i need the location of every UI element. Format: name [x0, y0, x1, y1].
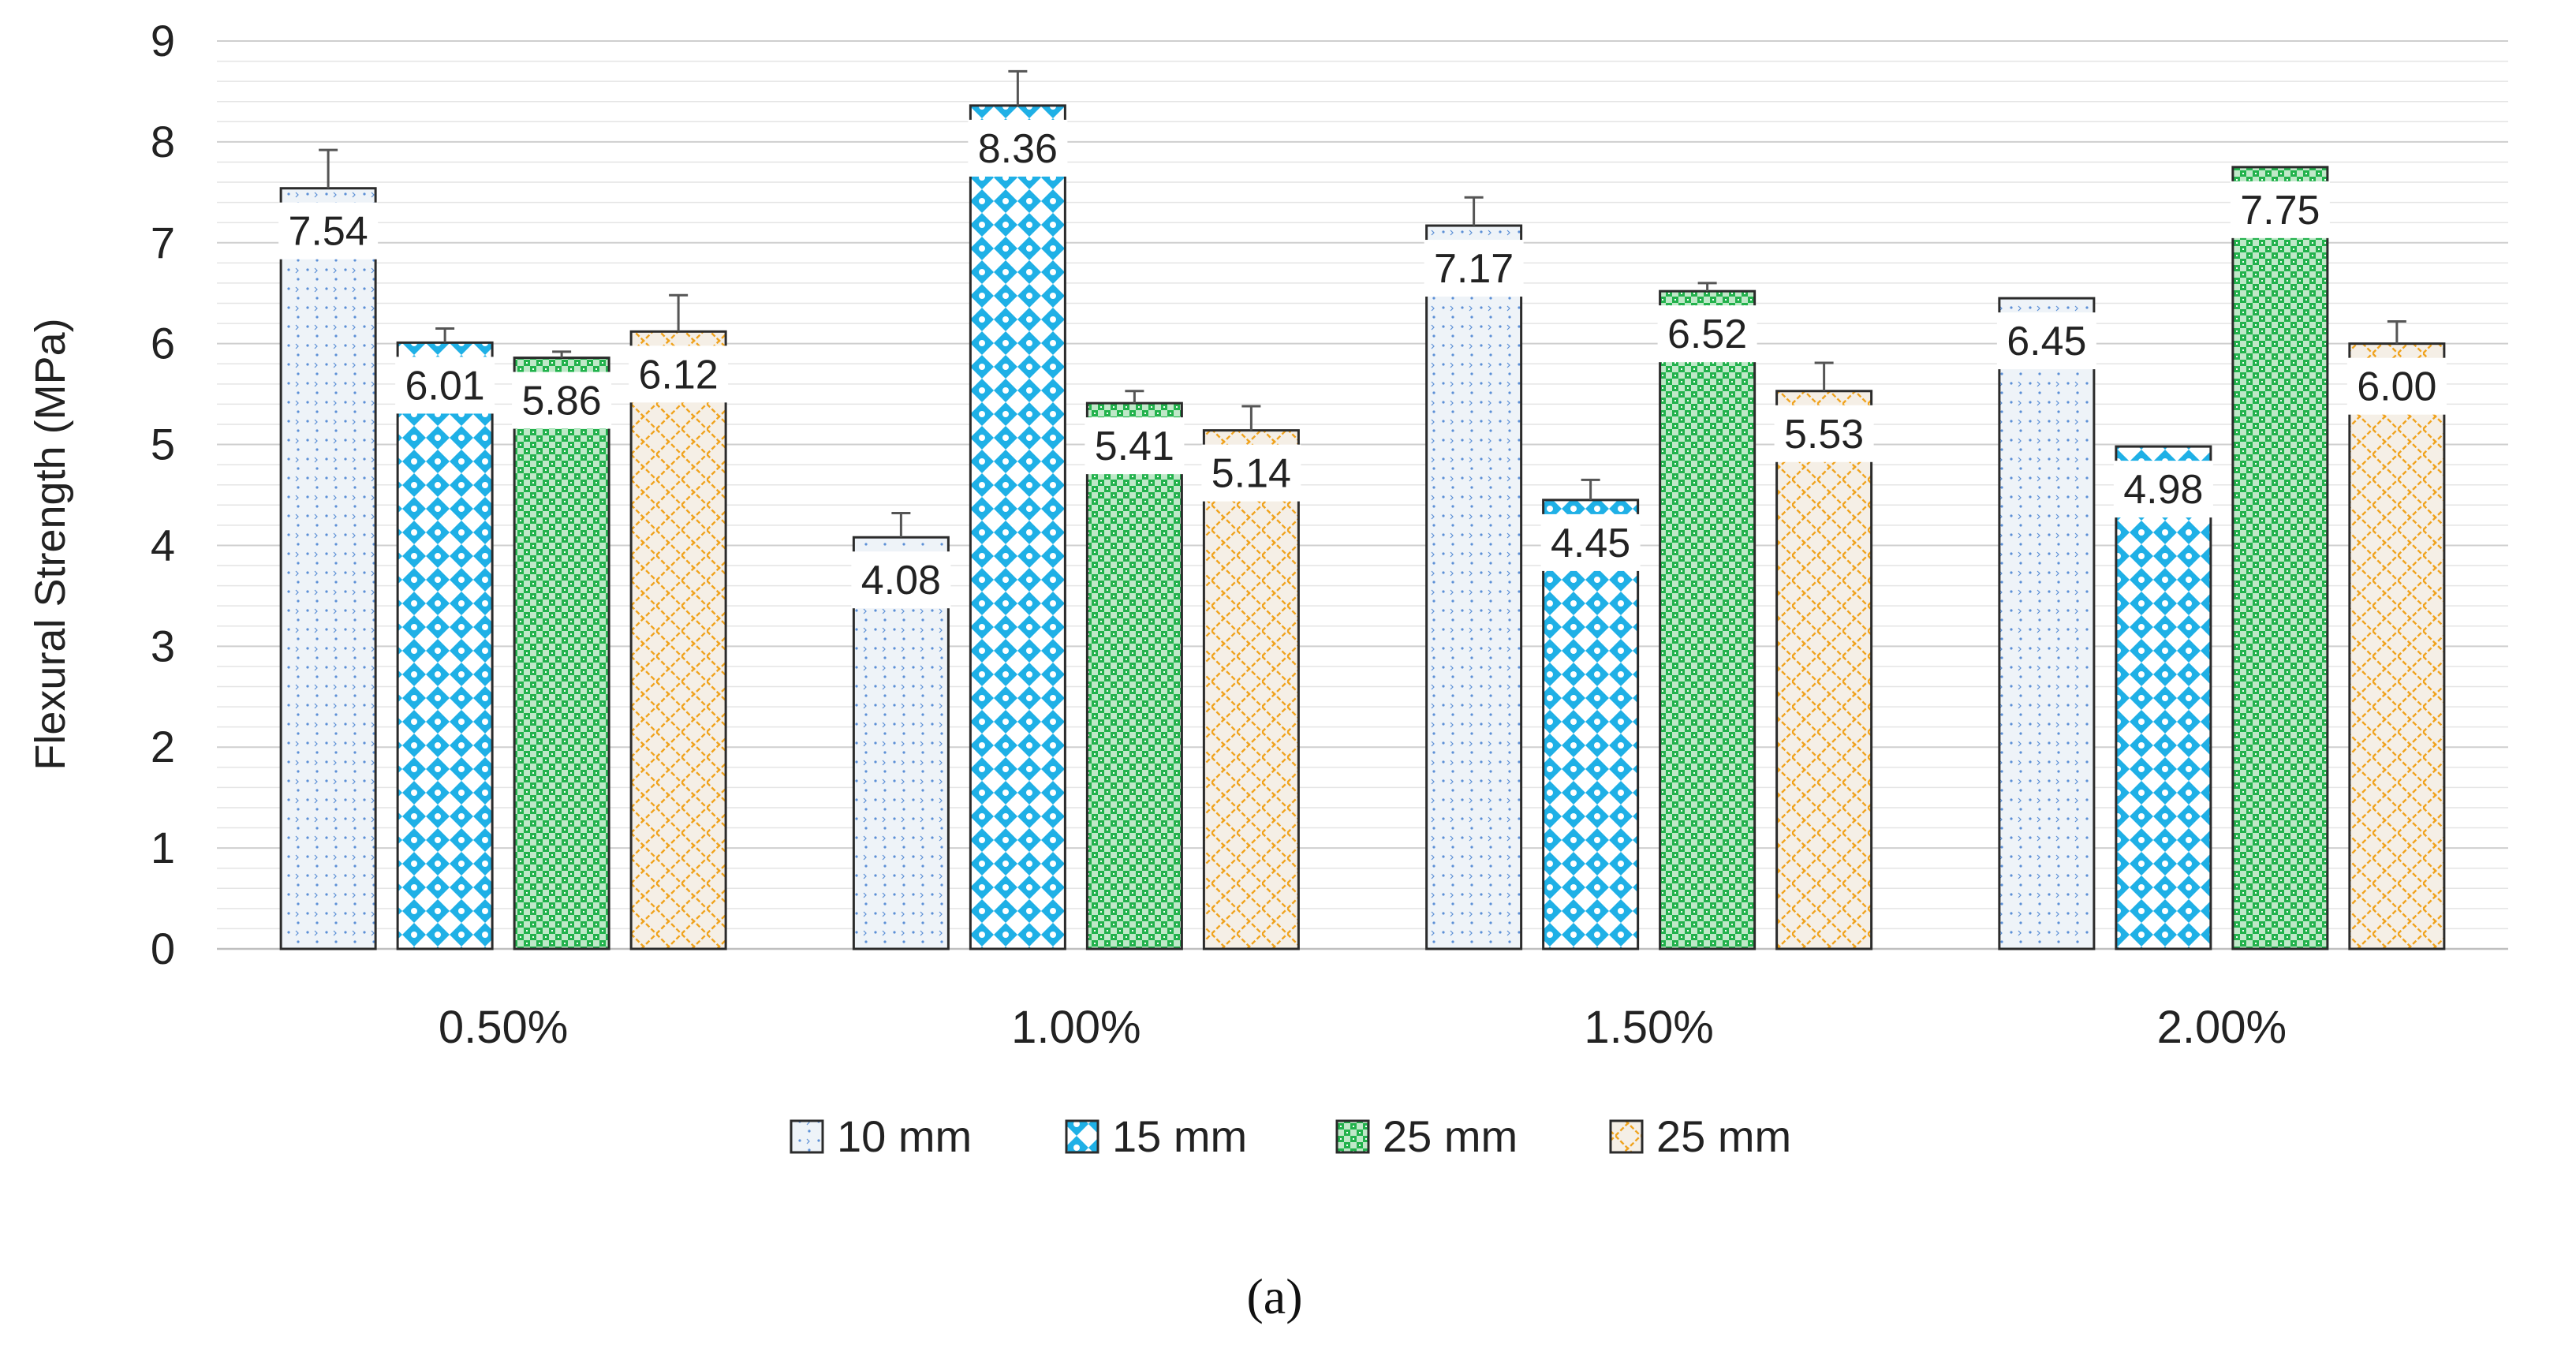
data-label: 5.53	[1784, 412, 1864, 457]
data-label: 7.17	[1434, 246, 1514, 292]
bar-25mm-3-2.00%	[2348, 342, 2446, 950]
legend-label: 25 mm	[1383, 1111, 1518, 1161]
legend: 10 mm 15 mm 25 mm 25 mm	[790, 1111, 1791, 1161]
data-label: 6.01	[405, 363, 485, 409]
data-label-box	[1996, 312, 2096, 370]
data-label-box	[1657, 305, 1757, 363]
bar-25mm-3-0.50%	[629, 330, 727, 950]
data-label-box	[2113, 461, 2213, 518]
bar-25mm-3-1.50%	[1775, 390, 1873, 950]
legend-swatch	[1609, 1119, 1644, 1154]
data-label: 4.45	[1551, 521, 1630, 566]
y-tick-label: 3	[151, 621, 175, 670]
x-category-label: 2.00%	[2157, 1002, 2287, 1053]
y-tick-label: 2	[151, 722, 175, 771]
y-tick-label: 7	[151, 218, 175, 267]
x-category-label: 1.50%	[1584, 1002, 1713, 1053]
bar-25mm-2-2.00%	[2231, 166, 2329, 950]
data-label: 7.75	[2240, 188, 2320, 233]
data-label: 4.98	[2123, 467, 2203, 513]
bar-10mm-0-2.00%	[1998, 297, 2096, 950]
data-label-box	[1540, 513, 1641, 571]
error-bars	[319, 69, 2406, 538]
data-label-box	[968, 119, 1068, 177]
bar-25mm-2-1.50%	[1659, 289, 1757, 950]
data-label-box	[278, 202, 379, 260]
y-tick-label: 0	[151, 924, 175, 973]
data-label: 6.45	[2007, 319, 2086, 364]
data-label-box	[1424, 240, 1524, 297]
data-label: 5.41	[1095, 424, 1174, 469]
bar-10mm-0-0.50%	[279, 187, 377, 950]
legend-label: 25 mm	[1656, 1111, 1791, 1161]
data-label-box	[629, 345, 729, 403]
legend-swatch	[1065, 1119, 1099, 1154]
y-tick-label: 6	[151, 319, 175, 368]
data-label: 4.08	[861, 558, 941, 603]
data-label: 6.52	[1667, 312, 1747, 357]
data-label: 7.54	[289, 209, 368, 255]
bar-25mm-3-1.00%	[1202, 429, 1300, 950]
data-label: 6.00	[2357, 364, 2436, 410]
y-tick-label: 8	[151, 117, 175, 166]
data-label-box	[2230, 181, 2330, 238]
data-label-box	[1201, 444, 1301, 502]
bars	[279, 104, 2446, 950]
bar-15mm-1-1.50%	[1542, 498, 1640, 950]
data-label: 8.36	[978, 126, 1058, 172]
data-label: 6.12	[639, 352, 719, 398]
legend-swatch	[790, 1119, 824, 1154]
legend-label: 15 mm	[1112, 1111, 1247, 1161]
y-tick-label: 1	[151, 823, 175, 872]
y-tick-label: 5	[151, 420, 175, 469]
data-label-box	[851, 551, 951, 609]
data-label: 5.86	[522, 379, 602, 424]
legend-swatch	[1335, 1119, 1370, 1154]
data-label: 5.14	[1211, 451, 1291, 497]
bar-10mm-0-1.50%	[1425, 224, 1523, 950]
bar-15mm-1-1.00%	[969, 104, 1066, 950]
y-tick-label: 9	[151, 16, 175, 65]
data-label-box	[1774, 405, 1874, 462]
bar-25mm-2-1.00%	[1085, 401, 1183, 950]
x-category-label: 1.00%	[1011, 1002, 1141, 1053]
data-label-box	[395, 357, 495, 414]
bar-25mm-2-0.50%	[513, 357, 610, 950]
figure-caption: (a)	[1246, 1268, 1302, 1324]
bar-15mm-1-0.50%	[396, 341, 494, 950]
data-label-box	[2346, 357, 2447, 415]
x-category-label: 0.50%	[439, 1002, 568, 1053]
data-label-box	[512, 372, 612, 429]
legend-label: 10 mm	[837, 1111, 972, 1161]
y-axis-title: Flexural Strength (MPa)	[27, 318, 74, 770]
data-labels: 7.54 6.01 5.86 6.12 4.08 8.36 5.41 5.14 7.17 4.45…	[278, 119, 2447, 609]
data-label-box	[1085, 417, 1185, 475]
y-tick-label: 4	[151, 520, 175, 569]
bar-15mm-1-2.00%	[2115, 445, 2212, 950]
